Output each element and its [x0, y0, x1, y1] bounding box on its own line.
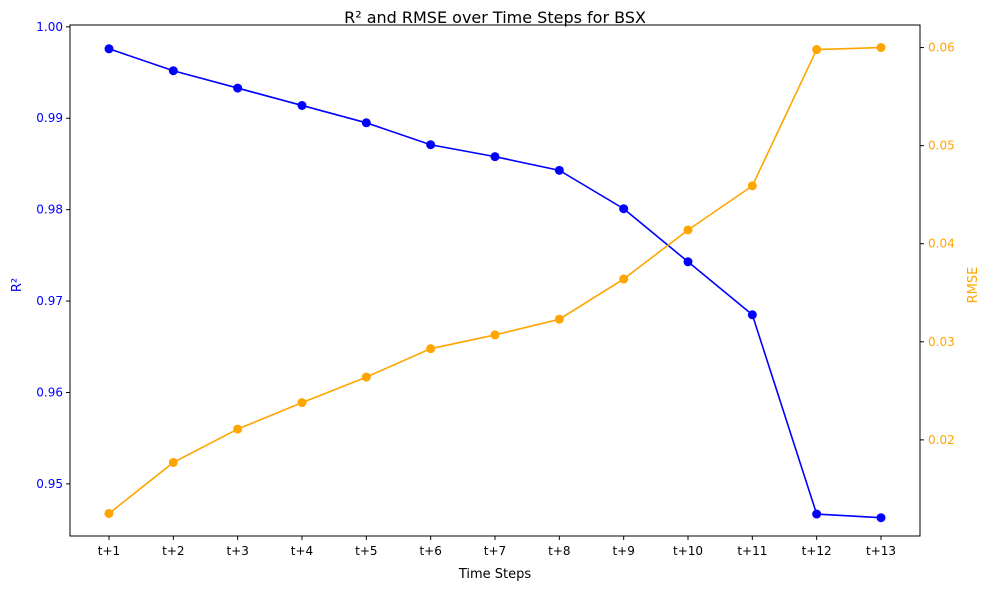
r2-data-point	[619, 204, 629, 214]
y-right-axis-label: RMSE	[966, 267, 981, 304]
r2-data-point	[490, 152, 500, 162]
x-axis: t+1 t+2 t+3 t+4 t+5 t+6 t+7 t+8 t+9 t+10 t+11 t+12 t…	[98, 536, 896, 558]
chart-title: R² and RMSE over Time Steps for BSX	[344, 8, 646, 27]
x-tick-label: t+11	[737, 544, 767, 558]
y-right-tick-label: 0.03	[928, 335, 955, 349]
x-tick-label: t+6	[419, 544, 441, 558]
x-tick-label: t+9	[612, 544, 634, 558]
y-left-tick-label: 0.95	[36, 477, 63, 491]
r2-data-point	[233, 83, 243, 93]
rmse-data-point	[619, 274, 629, 284]
r2-data-point	[168, 66, 178, 76]
r2-data-point	[876, 513, 886, 523]
rmse-data-point	[233, 424, 243, 434]
y-left-tick-label: 0.98	[36, 203, 63, 217]
rmse-data-point	[297, 398, 307, 408]
r2-data-point	[104, 44, 114, 54]
r2-data-point	[747, 310, 757, 320]
x-tick-label: t+3	[226, 544, 248, 558]
x-tick-label: t+2	[162, 544, 184, 558]
x-tick-label: t+5	[355, 544, 377, 558]
rmse-data-point	[361, 372, 371, 382]
x-tick-label: t+4	[291, 544, 313, 558]
y-left-tick-label: 0.99	[36, 111, 63, 125]
x-tick-label: t+13	[866, 544, 896, 558]
r2-data-point	[683, 257, 693, 267]
x-tick-label: t+1	[98, 544, 120, 558]
rmse-data-point	[876, 43, 886, 53]
r2-data-point	[554, 165, 564, 175]
x-tick-label: t+10	[673, 544, 703, 558]
r2-data-point	[297, 100, 307, 110]
series-layer	[104, 43, 886, 523]
y-right-tick-label: 0.04	[928, 237, 955, 251]
rmse-data-point	[426, 344, 436, 354]
y-left-axis-label: R²	[10, 278, 25, 292]
rmse-data-point	[747, 181, 757, 191]
rmse-data-point	[104, 508, 114, 518]
x-tick-label: t+8	[548, 544, 570, 558]
rmse-data-point	[168, 457, 178, 467]
y-right-tick-label: 0.02	[928, 433, 955, 447]
r2-data-point	[812, 509, 822, 519]
rmse-data-point	[812, 45, 822, 55]
y-left-tick-label: 1.00	[36, 20, 63, 34]
r2-series-line	[108, 48, 882, 519]
rmse-data-point	[554, 314, 564, 324]
y-right-axis: 0.02 0.03 0.04 0.05 0.06	[920, 41, 955, 447]
y-right-tick-label: 0.05	[928, 139, 955, 153]
x-axis-label: Time Steps	[458, 567, 532, 582]
y-right-tick-label: 0.06	[928, 41, 955, 55]
rmse-data-point	[683, 225, 693, 235]
rmse-series-line	[108, 46, 882, 515]
x-tick-label: t+12	[802, 544, 832, 558]
rmse-data-point	[490, 330, 500, 340]
y-left-tick-label: 0.96	[36, 385, 63, 399]
y-left-axis: 0.95 0.96 0.97 0.98 0.99 1.00	[36, 20, 70, 491]
y-left-tick-label: 0.97	[36, 294, 63, 308]
r2-data-point	[361, 118, 371, 128]
x-tick-label: t+7	[484, 544, 506, 558]
r2-data-point	[426, 140, 436, 150]
